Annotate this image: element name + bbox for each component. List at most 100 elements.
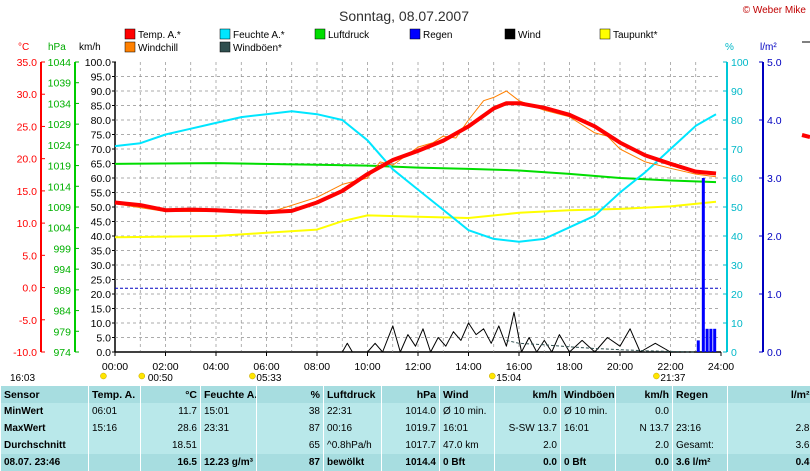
stats-cell-value: 87 [256,454,324,471]
temp-tick-label: 10.0 [17,218,38,230]
wind-tick-label: 20.0 [91,289,112,301]
stats-cell-info: Gesamt: [672,437,728,454]
stats-row: Durchschnitt 18.51 65 ^0.8hPa/h 1017.7 47.0 k… [0,437,810,454]
stats-cell-info: 16:01 [560,420,616,437]
series-wind-line [115,311,716,353]
humidity-tick-label: 70 [731,144,743,156]
stats-cell-value: 28.6 [140,420,201,437]
pressure-tick-label: 1034 [48,98,72,110]
stats-header-unit: l/m² [727,386,810,403]
chart-title: Sonntag, 08.07.2007 [339,8,469,24]
stats-row-label: Durchschnitt [0,437,89,454]
pressure-tick-label: 984 [53,306,71,318]
stats-header-unit: km/h [494,386,561,403]
stats-cell-value: 11.7 [140,403,201,420]
legend-label-wind: Wind [518,30,541,41]
wind-tick-label: 95.0 [91,72,112,84]
wind-tick-label: 10.0 [91,318,112,330]
pressure-tick-label: 989 [53,285,71,297]
stats-cell-info: 06:01 [88,403,141,420]
stats-cell-value: 1019.7 [381,420,440,437]
stats-header-label: Luftdruck [323,386,382,403]
stats-header-unit: °C [140,386,201,403]
wind-tick-label: 30.0 [91,260,112,272]
stats-cell-value: 16.5 [140,454,201,471]
wind-tick-label: 0.0 [96,347,111,359]
stats-header-unit: % [256,386,324,403]
legend-label-temp: Temp. A.* [138,30,181,41]
stats-cell-info: ^0.8hPa/h [323,437,382,454]
pressure-tick-label: 1039 [48,78,72,90]
rain-tick-label: 3.0 [767,173,782,185]
stats-cell-value: 87 [256,420,324,437]
marker-time-label: 15:04 [496,373,521,384]
rain-tick-label: 4.0 [767,115,782,127]
stats-cell-info: 23:16 [672,420,728,437]
pressure-tick-label: 994 [53,264,71,276]
wind-tick-label: 100.0 [85,57,111,69]
stats-cell-info: Ø 10 min. [560,403,616,420]
stats-cell-value: 2.8 [727,420,810,437]
marker-time-label: 05:33 [256,373,281,384]
humidity-tick-label: 20 [731,289,743,301]
stats-cell-info: 23:31 [200,420,257,437]
x-tick-label: 14:00 [455,361,481,373]
wind-tick-label: 90.0 [91,86,112,98]
stats-cell-info: bewölkt [323,454,382,471]
marker-time-label: 00:50 [148,373,173,384]
pressure-tick-label: 1044 [48,57,72,69]
pressure-tick-label: 1014 [48,181,72,193]
temp-tick-label: 5.0 [22,250,37,262]
stats-cell-info: 16:01 [439,420,495,437]
legend-swatch-luftdruck [314,28,326,40]
legend-label-windchill: Windchill [138,43,178,54]
temp-tick-label: -10.0 [13,347,37,359]
stats-cell-info: 47.0 km [439,437,495,454]
marker-dot [100,372,107,380]
stats-cell-value: 0.4 [727,454,810,471]
stats-cell-info: 0 Bft [439,454,495,471]
temp-tick-label: 20.0 [17,154,38,166]
axis-unit-labels: °C hPa km/h % l/m² [18,42,777,53]
stats-cell-info [560,437,616,454]
wind-tick-label: 50.0 [91,202,112,214]
stats-cell-value: 0.0 [494,403,561,420]
stats-cell-info: 22:31 [323,403,382,420]
pressure-tick-label: 979 [53,326,71,338]
wind-tick-label: 85.0 [91,101,112,113]
stats-header-row: Sensor Temp. A. °C Feuchte A.% Luftdruck hPa W… [0,386,810,403]
stats-header-label: Temp. A. [88,386,141,403]
stats-cell-value: 1014.0 [381,403,440,420]
humidity-tick-label: 10 [731,318,743,330]
chart-axes: 35.0 30.0 25.0 20.0 15.0 10.0 5.0 0.0 -5.0 -10.0 1… [13,57,782,373]
marker-dot [489,372,496,380]
stats-cell-value: 2.0 [615,437,673,454]
stats-cell-info: 0 Bft [560,454,616,471]
stats-cell-value: 1017.7 [381,437,440,454]
stats-row-label: MaxWert [0,420,89,437]
stats-cell-value: 0.0 [494,454,561,471]
stats-cell-value: 2.0 [494,437,561,454]
wind-tick-label: 15.0 [91,304,112,316]
wind-tick-label: 35.0 [91,246,112,258]
pressure-tick-label: 1024 [48,140,72,152]
rain-bar [701,178,705,352]
stats-cell-value: 1014.4 [381,454,440,471]
humidity-tick-label: 40 [731,231,743,243]
humidity-tick-label: 30 [731,260,743,272]
wind-unit-label: km/h [79,42,101,53]
chart-legend: Temp. A.* Feuchte A.* Luftdruck Regen Wind Ta… [124,28,658,54]
temp-tick-label: -5.0 [19,315,37,327]
x-tick-label: 02:00 [152,361,178,373]
temp-tick-label: 30.0 [17,89,38,101]
stats-row: MinWert 06:01 11.7 15:01 38 22:31 1014.0 Ø 10 m… [0,403,810,420]
stats-cell-value: 38 [256,403,324,420]
temp-tick-label: 0.0 [22,283,37,295]
stats-header-unit: hPa [381,386,440,403]
stats-header-label: Regen [672,386,728,403]
series-temp-line [114,101,717,215]
rain-tick-label: 2.0 [767,231,782,243]
rain-bar [696,340,700,352]
pressure-unit-label: hPa [48,42,66,53]
stats-row: 08.07. 23:46 16.5 12.23 g/m³ 87 bewölkt 1014.… [0,454,810,471]
